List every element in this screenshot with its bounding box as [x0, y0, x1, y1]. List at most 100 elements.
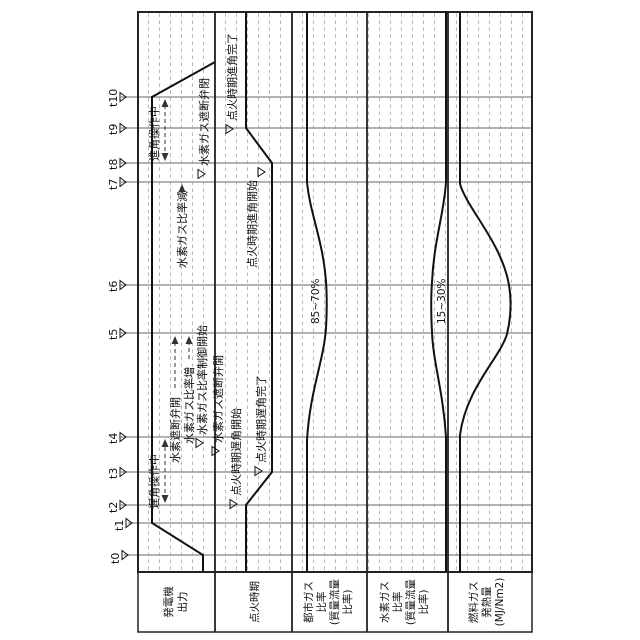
- hydrogen-peak-label: 15~30%: [436, 278, 448, 324]
- svg-text:水素ガス比率減: 水素ガス比率減: [175, 191, 189, 268]
- row-label-band: [137, 571, 533, 633]
- tick-label-t1: t1: [113, 520, 126, 531]
- tick-label-t3: t3: [107, 468, 120, 479]
- svg-text:比率): 比率): [417, 589, 430, 614]
- arrow-left: [161, 153, 169, 161]
- event-ignition-advance-end: 点火時期進角完了: [225, 33, 239, 135]
- tick-label-t4: t4: [107, 433, 120, 444]
- span-retard-operating: 遅角操作中: [147, 439, 169, 509]
- svg-text:水素ガス: 水素ガス: [378, 581, 391, 623]
- svg-text:(質量流量: (質量流量: [328, 578, 341, 625]
- trace-ignition-timing: [245, 12, 273, 572]
- event-marker: [211, 445, 220, 457]
- svg-text:発熱量: 発熱量: [480, 586, 493, 618]
- tick-marker-t0: [121, 549, 129, 561]
- tick-label-t2: t2: [107, 502, 120, 513]
- svg-text:点火時期進角開始: 点火時期進角開始: [245, 180, 259, 268]
- svg-text:比率): 比率): [341, 589, 354, 614]
- tick-label-t8: t8: [107, 159, 120, 170]
- tick-label-t7: t7: [107, 179, 120, 190]
- event-ignition-retard-end: 点火時期遅角完了: [254, 375, 268, 477]
- svg-text:発電機: 発電機: [162, 586, 175, 618]
- tick-marker-t2: [119, 499, 127, 511]
- tick-label-t5: t5: [107, 329, 120, 340]
- event-marker: [254, 465, 263, 477]
- tick-label-t9: t9: [107, 124, 120, 135]
- row-labels: 発電機 出力 点火時期 都市ガス 比率 (質量流量 比率) 水素ガス 比率 (質…: [162, 578, 506, 627]
- trace-city-gas-ratio: [306, 12, 328, 572]
- svg-text:点火時期遅角開始: 点火時期遅角開始: [229, 408, 243, 496]
- time-axis: t0 t1 t2 t3 t4 t5 t6 t7 t8 t9 t10: [107, 89, 133, 564]
- span-annotations: 遅角操作中 水素遮断弁開 水素ガス比率増 水素ガス比率減: [147, 99, 196, 509]
- arrow-right: [185, 336, 193, 344]
- svg-text:比率: 比率: [391, 592, 404, 613]
- event-marker: [225, 123, 234, 135]
- tick-label-t0: t0: [109, 553, 122, 564]
- svg-text:水素ガス比率増: 水素ガス比率増: [182, 367, 196, 444]
- span-advance-operating: 進角操作中: [147, 99, 169, 161]
- svg-text:出力: 出力: [176, 592, 189, 613]
- svg-text:(MJ/Nm2): (MJ/Nm2): [494, 578, 506, 627]
- value-labels: 85~70% 15~30%: [310, 278, 448, 324]
- arrow-left: [161, 495, 169, 503]
- svg-text:水素遮断弁開: 水素遮断弁開: [168, 397, 182, 463]
- tick-markers: [119, 91, 133, 561]
- svg-text:比率: 比率: [315, 592, 328, 613]
- tick-marker-t1: [125, 517, 133, 529]
- event-h2-valve-close: 水素ガス遮断弁閉: [197, 78, 211, 180]
- arrow-right: [161, 99, 169, 107]
- tick-marker-t8: [119, 157, 127, 169]
- city-gas-dip-label: 85~70%: [310, 278, 322, 324]
- row-separators: [214, 12, 449, 632]
- event-marker: [195, 437, 204, 449]
- svg-text:水素ガス比率制御開始: 水素ガス比率制御開始: [195, 325, 209, 435]
- dashed-grid: [138, 12, 532, 572]
- svg-text:燃料ガス: 燃料ガス: [467, 581, 480, 623]
- tick-marker-t6: [119, 279, 127, 291]
- row-label-generator-output: 発電機 出力: [162, 586, 189, 618]
- event-ignition-advance-start: 点火時期進角開始: [245, 166, 266, 268]
- event-ignition-retard-start: 点火時期遅角開始: [229, 408, 243, 510]
- arrow-right: [171, 336, 179, 344]
- arrow-right: [161, 439, 169, 447]
- row-label-fuel-gas-heating-value: 燃料ガス 発熱量 (MJ/Nm2): [467, 578, 506, 627]
- svg-text:点火時期: 点火時期: [249, 581, 261, 623]
- tick-marker-t3: [119, 466, 127, 478]
- event-marker: [197, 168, 206, 180]
- svg-text:(質量流量: (質量流量: [404, 578, 417, 625]
- event-marker: [229, 498, 238, 510]
- span-h2-valve-open-period: 水素遮断弁開: [168, 336, 182, 463]
- event-h2-valve-open: 水素ガス遮断弁開: [211, 355, 225, 457]
- time-gridlines: [121, 96, 532, 556]
- tick-marker-t4: [119, 431, 127, 443]
- tick-label-t6: t6: [107, 281, 120, 292]
- row-label-hydrogen-gas-ratio: 水素ガス 比率 (質量流量 比率): [378, 578, 430, 625]
- svg-text:点火時期進角完了: 点火時期進角完了: [225, 33, 239, 121]
- tick-marker-t7: [119, 176, 127, 188]
- row-label-city-gas-ratio: 都市ガス 比率 (質量流量 比率): [302, 578, 354, 625]
- svg-text:水素ガス遮断弁閉: 水素ガス遮断弁閉: [197, 78, 211, 166]
- svg-text:水素ガス遮断弁開: 水素ガス遮断弁開: [211, 355, 225, 443]
- span-h2-ratio-increase: 水素ガス比率増: [182, 336, 196, 444]
- trace-hydrogen-gas-ratio: [430, 12, 447, 572]
- tick-marker-t9: [119, 122, 127, 134]
- svg-text:遅角操作中: 遅角操作中: [147, 454, 161, 509]
- event-h2-ratio-control-start: 水素ガス比率制御開始: [195, 325, 209, 449]
- svg-text:点火時期遅角完了: 点火時期遅角完了: [254, 375, 268, 463]
- tick-marker-t5: [119, 327, 127, 339]
- event-annotations: 点火時期遅角開始 点火時期遅角完了 水素ガス比率制御開始 水素ガス遮断弁開 水素…: [195, 33, 268, 510]
- event-marker: [257, 166, 266, 178]
- arrow-right: [178, 184, 186, 192]
- trace-generator-output: [151, 61, 216, 572]
- svg-text:進角操作中: 進角操作中: [147, 106, 161, 161]
- tick-marker-t10: [119, 91, 127, 103]
- signal-traces: [151, 12, 512, 572]
- row-label-ignition-timing: 点火時期: [249, 581, 261, 623]
- span-h2-ratio-decrease: 水素ガス比率減: [175, 184, 189, 268]
- svg-text:都市ガス: 都市ガス: [302, 581, 315, 623]
- trace-fuel-gas-heating-value: [459, 12, 512, 572]
- tick-label-t10: t10: [107, 89, 120, 107]
